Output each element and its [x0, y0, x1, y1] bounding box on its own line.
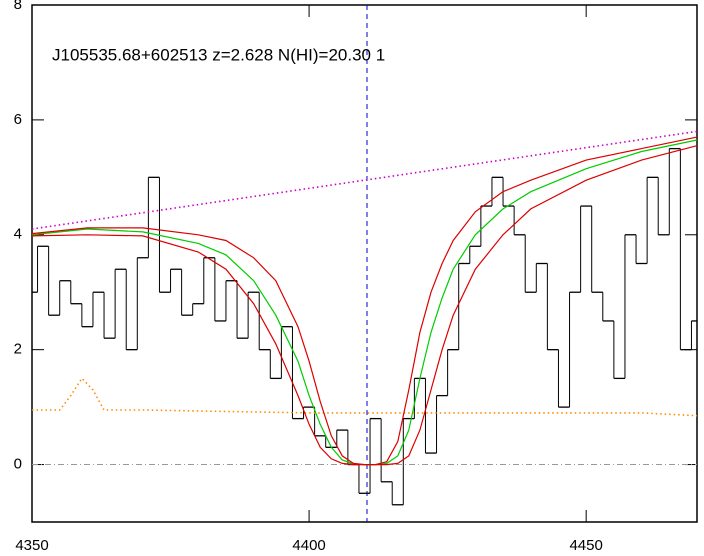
chart-title: J105535.68+602513 z=2.628 N(HI)=20.30 1 [52, 45, 385, 64]
plot-frame [31, 4, 698, 523]
series-line [31, 139, 698, 466]
x-tick-label: 4350 [15, 537, 48, 554]
series-line [31, 136, 698, 466]
series-line [31, 130, 698, 230]
y-tick-label: 6 [14, 111, 22, 128]
y-tick-label: 2 [14, 341, 22, 358]
x-tick-label: 4450 [569, 537, 602, 554]
y-tick-label: 0 [14, 456, 22, 473]
y-tick-label: 4 [14, 226, 22, 243]
x-tick-label: 4400 [292, 537, 325, 554]
series-line [32, 377, 698, 417]
y-tick-label: 8 [14, 0, 22, 13]
series-line [31, 145, 698, 466]
